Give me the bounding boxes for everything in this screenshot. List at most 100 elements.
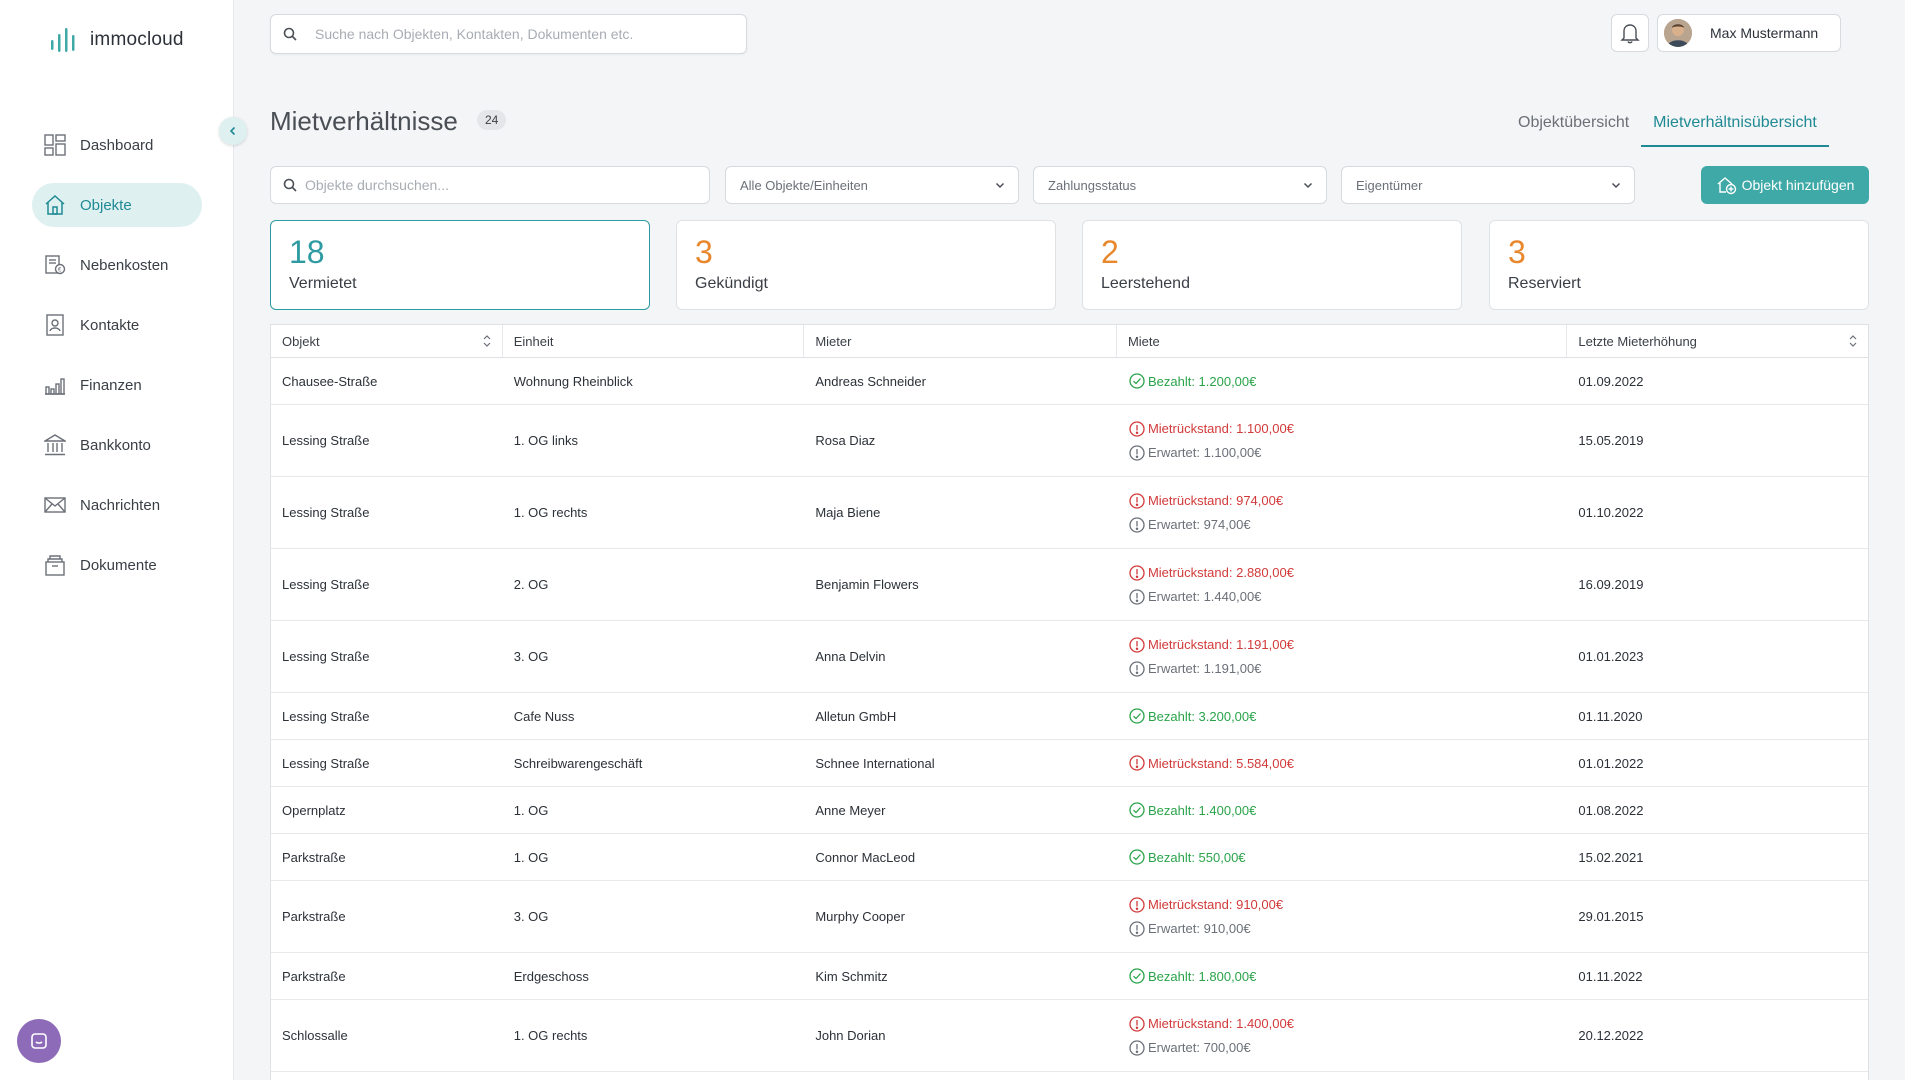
cell-letzte-mieterhoehung: 29.01.2015 xyxy=(1578,909,1644,924)
cell-einheit: Wohnung Rheinblick xyxy=(513,373,633,389)
cell-einheit: Schreibwarengeschäft xyxy=(513,755,643,771)
sidebar-item-bankkonto[interactable]: Bankkonto xyxy=(32,423,202,467)
search-icon xyxy=(283,27,297,41)
rent-status: Bezahlt: 1.800,00€ xyxy=(1129,968,1256,984)
table-row[interactable]: Lessing Straße 1. OG rechts Maja Biene Miet… xyxy=(271,477,1868,549)
alert-circle-icon xyxy=(1129,636,1145,653)
objects-units-dropdown[interactable]: Alle Objekte/Einheiten xyxy=(725,166,1019,204)
cell-letzte-mieterhoehung: 01.09.2022 xyxy=(1578,373,1644,389)
column-header-einheit: Einheit xyxy=(503,325,805,357)
table-row[interactable]: Schlossalle 1. OG rechts John Dorian Mietrü… xyxy=(271,1000,1868,1072)
cell-letzte-mieterhoehung: 15.05.2019 xyxy=(1578,433,1644,448)
sidebar-item-objekte[interactable]: Objekte xyxy=(32,183,202,227)
column-header-objekt[interactable]: Objekt xyxy=(271,325,503,357)
table-row[interactable]: Lessing Straße Schreibwarengeschäft Schnee… xyxy=(271,740,1868,787)
rent-expected: Erwartet: 1.191,00€ xyxy=(1129,660,1262,677)
table-row[interactable]: Opernplatz 1. OG Anne Meyer Bezahlt: 1.400,… xyxy=(271,787,1868,834)
rent-status: Bezahlt: 1.200,00€ xyxy=(1129,373,1256,389)
cell-objekt: Lessing Straße xyxy=(282,755,370,771)
stat-card-vermietet[interactable]: 18 Vermietet xyxy=(270,220,650,310)
sidebar-item-kontakte[interactable]: Kontakte xyxy=(32,303,202,347)
logo-bars-icon xyxy=(51,28,75,52)
table-row[interactable]: Lessing Straße 2. OG Benjamin Flowers Mietr… xyxy=(271,549,1868,621)
rent-status: Mietrückstand: 2.880,00€ xyxy=(1129,564,1294,581)
rent-expected-text: Erwartet: 1.191,00€ xyxy=(1147,661,1262,676)
count-badge: 24 xyxy=(477,110,507,130)
check-circle-icon xyxy=(1129,849,1145,865)
rent-status: Mietrückstand: 910,00€ xyxy=(1129,896,1283,913)
tab-objektuebersicht[interactable]: Objektübersicht xyxy=(1518,114,1630,131)
alert-circle-icon xyxy=(1129,420,1145,437)
chat-icon xyxy=(31,1033,47,1049)
global-search-box[interactable] xyxy=(270,14,747,54)
rent-status: Bezahlt: 550,00€ xyxy=(1129,849,1246,865)
column-label: Objekt xyxy=(282,333,320,349)
table-row[interactable]: Parkstraße Erdgeschoss Kim Schmitz Bezahlt:… xyxy=(271,953,1868,1000)
rent-status-text: Bezahlt: 550,00€ xyxy=(1147,849,1246,865)
column-label: Miete xyxy=(1127,333,1160,349)
chat-support-button[interactable] xyxy=(17,1019,61,1063)
column-header-letzte-mieterhoehung[interactable]: Letzte Mieterhöhung xyxy=(1567,325,1868,357)
stat-card-gekuendigt[interactable]: 3 Gekündigt xyxy=(676,220,1056,310)
alert-circle-icon xyxy=(1129,896,1145,913)
rent-status-text: Mietrückstand: 974,00€ xyxy=(1147,493,1284,508)
table-row[interactable]: Parkstraße 3. OG Murphy Cooper Mietrückstan… xyxy=(271,881,1868,953)
bank-icon xyxy=(43,433,67,457)
cell-mieter: Kim Schmitz xyxy=(815,968,888,984)
sidebar-item-nachrichten[interactable]: Nachrichten xyxy=(32,483,202,527)
cell-letzte-mieterhoehung: 01.11.2022 xyxy=(1578,968,1643,984)
sidebar-collapse-button[interactable] xyxy=(219,117,247,145)
dropdown-label: Alle Objekte/Einheiten xyxy=(740,177,868,193)
stat-label: Reserviert xyxy=(1508,275,1581,293)
cell-einheit: 3. OG xyxy=(513,649,549,664)
user-avatar-icon xyxy=(1664,19,1692,47)
cell-objekt: Lessing Straße xyxy=(282,649,370,664)
cell-objekt: Parkstraße xyxy=(282,968,346,984)
rent-expected-text: Erwartet: 1.440,00€ xyxy=(1147,589,1262,604)
sort-icon xyxy=(483,335,491,347)
rent-expected-text: Erwartet: 974,00€ xyxy=(1147,517,1251,532)
cell-objekt: Lessing Straße xyxy=(282,708,370,724)
column-label: Letzte Mieterhöhung xyxy=(1578,333,1697,349)
cell-miete: Bezahlt: 1.200,00€ xyxy=(1117,358,1567,404)
cell-objekt: Schlossalle xyxy=(282,1028,348,1043)
stat-value: 18 xyxy=(289,234,325,270)
rent-expected-text: Erwartet: 1.100,00€ xyxy=(1147,445,1262,460)
notifications-button[interactable] xyxy=(1611,14,1649,52)
payment-status-dropdown[interactable]: Zahlungsstatus xyxy=(1033,166,1327,204)
table-row[interactable]: Lessing Straße Cafe Nuss Alletun GmbH Bezah… xyxy=(271,693,1868,740)
objects-search-box[interactable] xyxy=(270,166,710,204)
app-logo[interactable]: immocloud xyxy=(50,26,184,54)
rent-status-text: Mietrückstand: 1.100,00€ xyxy=(1147,421,1294,436)
sidebar-item-nebenkosten[interactable]: € Nebenkosten xyxy=(32,243,202,287)
table-row[interactable]: Chausee-Straße Wohnung Rheinblick Andreas … xyxy=(271,358,1868,405)
sidebar-item-dokumente[interactable]: Dokumente xyxy=(32,543,202,587)
table-row[interactable]: Lessing Straße 3. OG Anna Delvin Mietrückst… xyxy=(271,621,1868,693)
tenancy-table: Objekt Einheit Mieter Miete Letzte Miete… xyxy=(270,324,1869,1080)
contact-icon xyxy=(43,313,67,337)
sidebar-item-label: Nebenkosten xyxy=(80,256,169,274)
rent-status: Mietrückstand: 5.584,00€ xyxy=(1129,755,1294,771)
cell-objekt: Lessing Straße xyxy=(282,505,370,520)
objects-search-input[interactable] xyxy=(305,177,685,193)
user-menu-button[interactable]: Max Mustermann xyxy=(1657,14,1841,52)
stat-card-reserviert[interactable]: 3 Reserviert xyxy=(1489,220,1869,310)
table-row[interactable]: Lessing Straße 1. OG links Rosa Diaz Mietrü… xyxy=(271,405,1868,477)
cell-mieter: Benjamin Flowers xyxy=(815,577,919,592)
sidebar-item-dashboard[interactable]: Dashboard xyxy=(32,123,202,167)
rent-expected-text: Erwartet: 910,00€ xyxy=(1147,921,1251,936)
alert-circle-icon xyxy=(1129,492,1145,509)
table-row[interactable]: Parkstraße 1. OG Connor MacLeod Bezahlt: 55… xyxy=(271,834,1868,881)
global-search-input[interactable] xyxy=(315,26,735,42)
tab-mietverhaeltnisuebersicht[interactable]: Mietverhältnisübersicht xyxy=(1641,102,1829,147)
owner-dropdown[interactable]: Eigentümer xyxy=(1341,166,1635,204)
cell-einheit: 3. OG xyxy=(513,909,549,924)
cell-letzte-mieterhoehung: 01.01.2023 xyxy=(1578,649,1644,664)
cell-mieter: Connor MacLeod xyxy=(815,849,916,865)
stat-card-leerstehend[interactable]: 2 Leerstehend xyxy=(1082,220,1462,310)
check-circle-icon xyxy=(1129,968,1145,984)
chevron-left-icon xyxy=(229,126,236,136)
add-object-button[interactable]: Objekt hinzufügen xyxy=(1701,166,1869,204)
cell-letzte-mieterhoehung: 01.08.2022 xyxy=(1578,802,1644,818)
sidebar-item-finanzen[interactable]: Finanzen xyxy=(32,363,202,407)
